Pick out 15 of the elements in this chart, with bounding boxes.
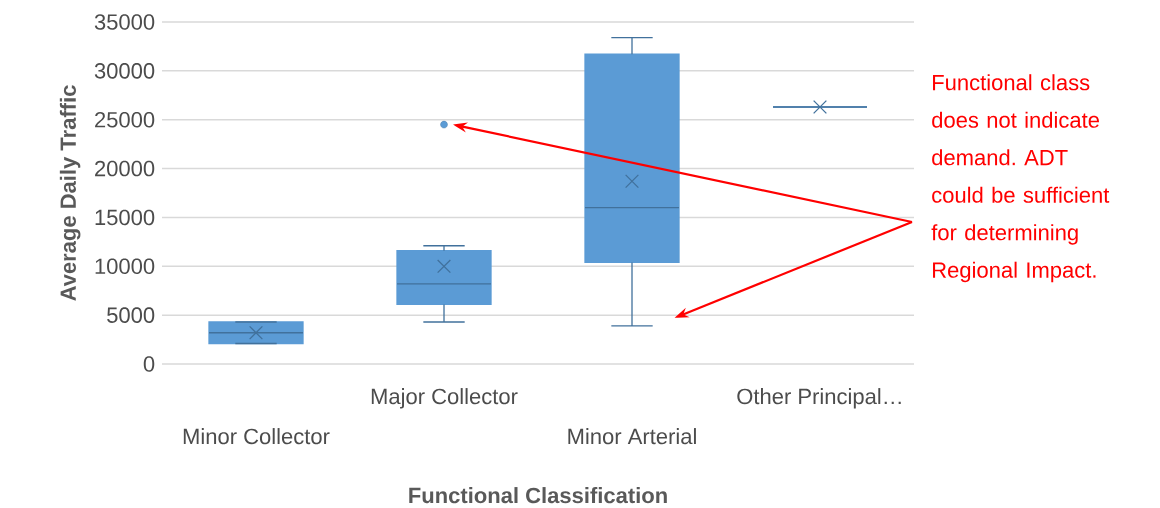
x-axis-title: Functional Classification: [409, 487, 667, 504]
y-tick-label: 25000: [95, 111, 155, 128]
y-axis-title: Average Daily Traffic: [59, 85, 81, 301]
y-tick-label: 30000: [94, 63, 155, 79]
y-tick-label: 15000: [95, 209, 155, 226]
y-tick-label: 20000: [95, 160, 155, 177]
y-tick-label: 5000: [107, 307, 155, 323]
x-tick-label: Other Principal…: [737, 388, 901, 409]
y-tick-label: 10000: [95, 258, 155, 275]
text: Functional class does not indicate demand. ADT could be sufficient for determining Regional Impact.: [931, 74, 1110, 283]
x-tick-label: Major Collector: [371, 388, 518, 409]
x-tick-label: Minor Arterial: [568, 428, 696, 445]
y-tick-label: 0: [143, 356, 155, 372]
y-tick-label: 35000: [94, 14, 155, 30]
x-tick-label: Minor Collector: [183, 428, 330, 445]
